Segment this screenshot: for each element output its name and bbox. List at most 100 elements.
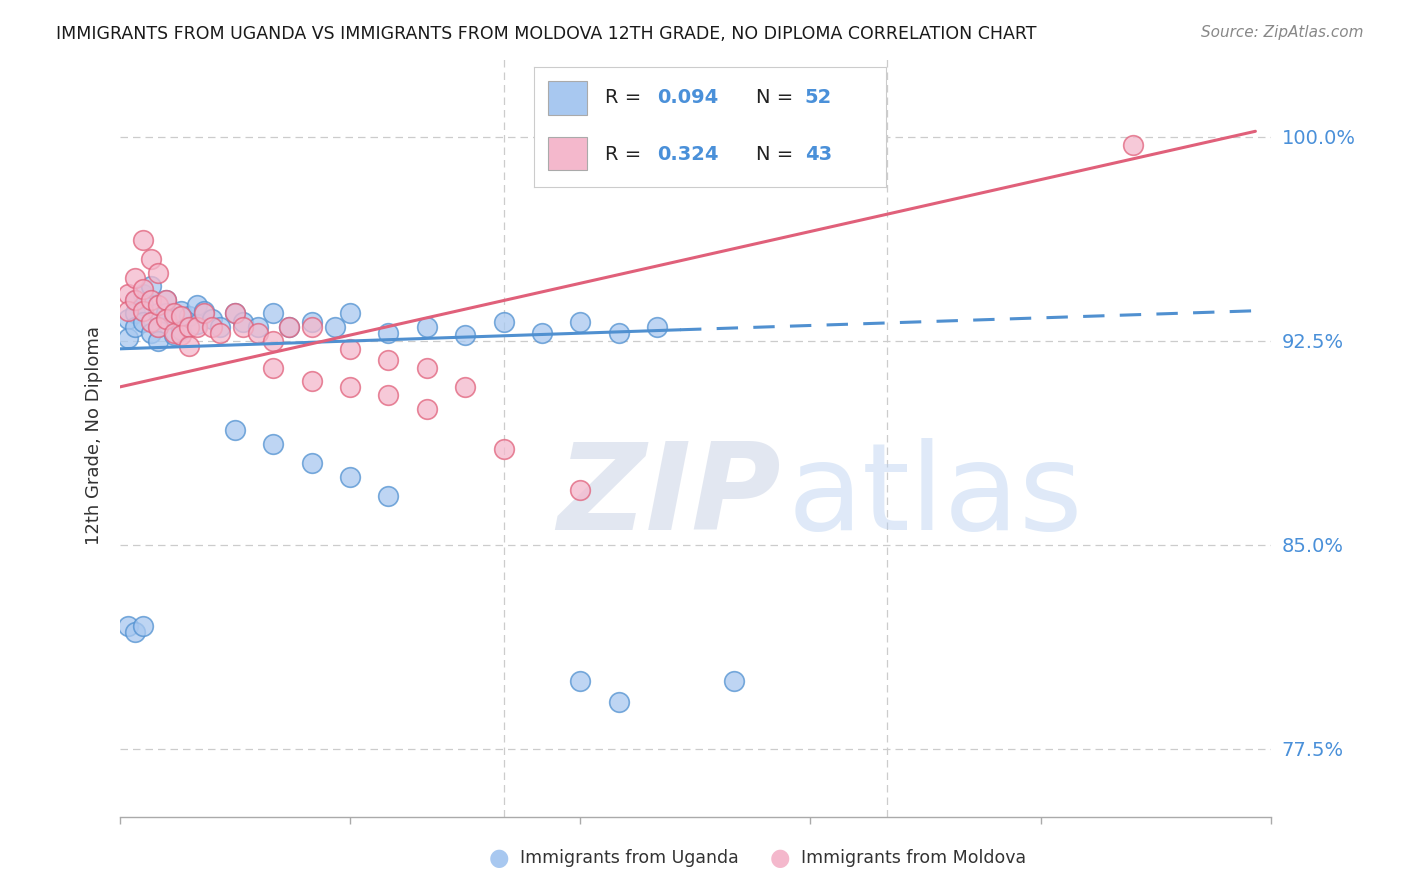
Point	[124, 320, 146, 334]
Point	[377, 326, 399, 340]
Point	[170, 323, 193, 337]
Point	[454, 328, 477, 343]
Text: ●: ●	[770, 847, 790, 870]
Point	[607, 326, 630, 340]
Point	[301, 315, 323, 329]
Point	[124, 293, 146, 307]
Point	[163, 328, 186, 343]
Point	[208, 320, 231, 334]
Point	[124, 306, 146, 320]
Text: ●: ●	[489, 847, 509, 870]
Text: Immigrants from Uganda: Immigrants from Uganda	[520, 849, 740, 867]
Point	[177, 320, 200, 334]
Point	[1122, 137, 1144, 152]
Point	[224, 306, 246, 320]
Point	[339, 469, 361, 483]
Point	[377, 489, 399, 503]
Point	[301, 320, 323, 334]
Point	[492, 442, 515, 457]
Point	[148, 298, 170, 312]
Point	[132, 287, 155, 301]
Point	[232, 320, 254, 334]
Point	[301, 375, 323, 389]
Point	[139, 293, 162, 307]
Point	[416, 320, 439, 334]
Point	[139, 326, 162, 340]
Text: R =: R =	[605, 145, 647, 164]
Point	[277, 320, 299, 334]
Point	[155, 293, 177, 307]
Point	[277, 320, 299, 334]
FancyBboxPatch shape	[548, 136, 588, 170]
Text: 0.324: 0.324	[657, 145, 718, 164]
Text: 43: 43	[804, 145, 832, 164]
Point	[339, 342, 361, 356]
Point	[170, 309, 193, 323]
Text: Source: ZipAtlas.com: Source: ZipAtlas.com	[1201, 25, 1364, 40]
Point	[139, 315, 162, 329]
Point	[262, 306, 284, 320]
Point	[132, 282, 155, 296]
Point	[262, 437, 284, 451]
Point	[454, 380, 477, 394]
Point	[132, 233, 155, 247]
Point	[301, 456, 323, 470]
Point	[117, 312, 139, 326]
Point	[124, 271, 146, 285]
Point	[569, 315, 592, 329]
Point	[132, 315, 155, 329]
Point	[163, 326, 186, 340]
Point	[117, 619, 139, 633]
Point	[492, 315, 515, 329]
Text: ZIP: ZIP	[557, 438, 780, 555]
Point	[201, 320, 224, 334]
Point	[132, 619, 155, 633]
Point	[607, 695, 630, 709]
Point	[186, 318, 208, 332]
Point	[569, 673, 592, 688]
Point	[117, 303, 139, 318]
Point	[148, 266, 170, 280]
Point	[645, 320, 668, 334]
Point	[193, 303, 215, 318]
Point	[416, 360, 439, 375]
Point	[177, 339, 200, 353]
Point	[170, 328, 193, 343]
Point	[323, 320, 346, 334]
Point	[148, 306, 170, 320]
Text: atlas: atlas	[787, 438, 1083, 555]
Point	[208, 326, 231, 340]
Point	[148, 334, 170, 348]
FancyBboxPatch shape	[548, 81, 588, 115]
Point	[262, 334, 284, 348]
Point	[170, 303, 193, 318]
Text: N =: N =	[756, 145, 799, 164]
Point	[124, 624, 146, 639]
Point	[224, 424, 246, 438]
Point	[132, 298, 155, 312]
Point	[177, 309, 200, 323]
Point	[148, 320, 170, 334]
Point	[193, 306, 215, 320]
Point	[232, 315, 254, 329]
Point	[155, 306, 177, 320]
Point	[148, 320, 170, 334]
Point	[163, 306, 186, 320]
Point	[186, 298, 208, 312]
Text: IMMIGRANTS FROM UGANDA VS IMMIGRANTS FROM MOLDOVA 12TH GRADE, NO DIPLOMA CORRELA: IMMIGRANTS FROM UGANDA VS IMMIGRANTS FRO…	[56, 25, 1036, 43]
Text: R =: R =	[605, 88, 647, 107]
Text: N =: N =	[756, 88, 799, 107]
Point	[139, 279, 162, 293]
Point	[139, 252, 162, 266]
Text: Immigrants from Moldova: Immigrants from Moldova	[801, 849, 1026, 867]
Point	[247, 320, 270, 334]
Point	[569, 483, 592, 498]
Point	[723, 673, 745, 688]
Point	[224, 306, 246, 320]
Y-axis label: 12th Grade, No Diploma: 12th Grade, No Diploma	[86, 326, 103, 545]
Point	[377, 352, 399, 367]
Point	[530, 326, 553, 340]
Point	[416, 401, 439, 416]
Point	[155, 312, 177, 326]
Point	[247, 326, 270, 340]
